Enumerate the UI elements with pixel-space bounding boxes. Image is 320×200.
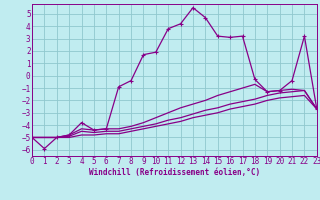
X-axis label: Windchill (Refroidissement éolien,°C): Windchill (Refroidissement éolien,°C) — [89, 168, 260, 177]
